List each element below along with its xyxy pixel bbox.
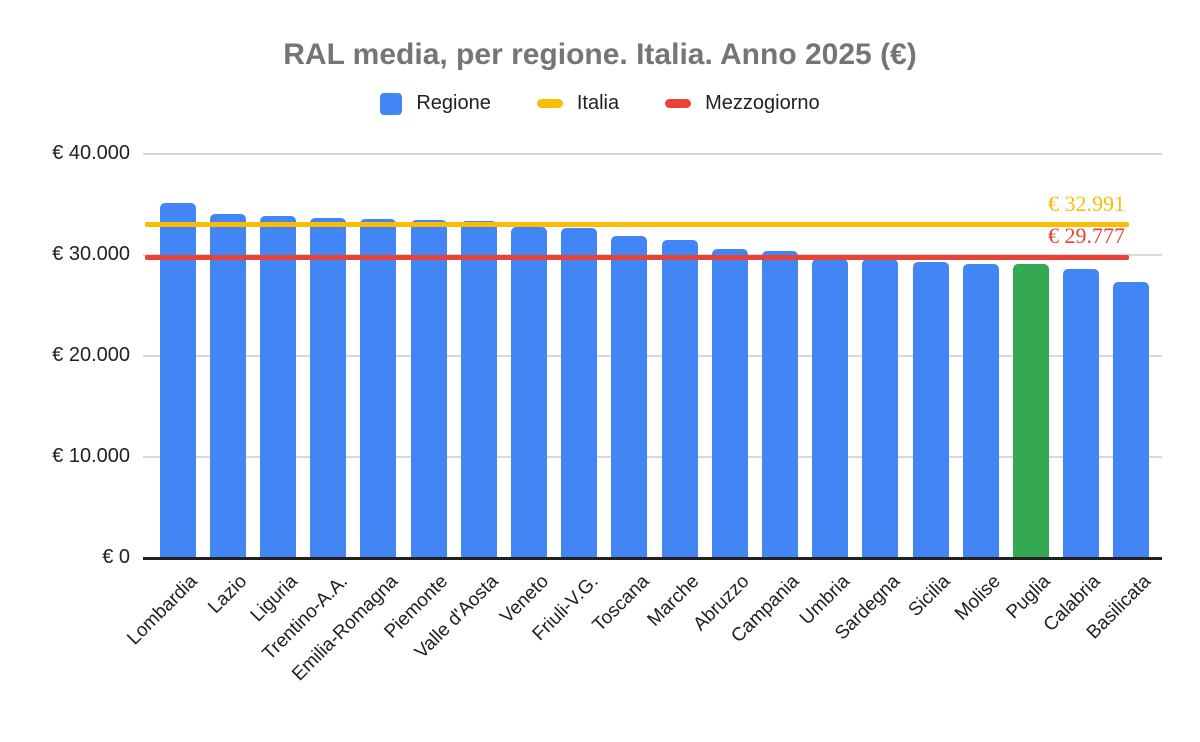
gridline-10000 xyxy=(143,456,1162,458)
reference-line-italia xyxy=(145,222,1129,228)
x-axis-label-lazio: Lazio xyxy=(204,571,252,618)
bar-liguria[interactable] xyxy=(259,215,296,558)
bar-basilicata[interactable] xyxy=(1113,282,1150,558)
x-axis-line xyxy=(143,557,1162,560)
bar-veneto[interactable] xyxy=(510,226,547,558)
legend-label-regione: Regione xyxy=(416,92,491,114)
bar-campania[interactable] xyxy=(761,251,798,558)
bar-toscana[interactable] xyxy=(611,235,648,558)
bar-swatch-icon xyxy=(380,92,403,115)
bar-sardegna[interactable] xyxy=(862,259,899,558)
bar-sicilia[interactable] xyxy=(912,261,949,558)
bar-emilia-romagna[interactable] xyxy=(360,219,397,558)
chart-title: RAL media, per regione. Italia. Anno 202… xyxy=(283,38,917,71)
bar-trentino-a-a[interactable] xyxy=(310,217,347,558)
x-axis-label-molise: Molise xyxy=(950,571,1005,625)
y-axis-tick-label: € 10.000 xyxy=(52,445,130,467)
bar-marche[interactable] xyxy=(661,239,698,558)
bar-calabria[interactable] xyxy=(1063,268,1100,558)
bar-lazio[interactable] xyxy=(209,214,246,558)
line-swatch-icon xyxy=(665,99,692,108)
y-axis-tick-label: € 20.000 xyxy=(52,344,130,366)
legend-item-regione[interactable]: Regione xyxy=(380,92,491,115)
legend-item-mezzogiorno[interactable]: Mezzogiorno xyxy=(665,92,820,115)
y-axis-tick-label: € 0 xyxy=(102,546,130,568)
bar-abruzzo[interactable] xyxy=(711,248,748,558)
bar-piemonte[interactable] xyxy=(410,219,447,558)
annotation-italia: € 32.991 xyxy=(1048,190,1125,216)
reference-line-mezzogiorno xyxy=(145,254,1129,260)
x-axis-label-sicilia: Sicilia xyxy=(904,571,955,621)
gridline-20000 xyxy=(143,355,1162,357)
x-axis-label-lombardia: Lombardia xyxy=(123,571,202,650)
annotation-mezzogiorno: € 29.777 xyxy=(1048,223,1125,249)
gridline-40000 xyxy=(143,153,1162,155)
y-axis-tick-label: € 30.000 xyxy=(52,243,130,265)
y-axis-tick-label: € 40.000 xyxy=(52,142,130,164)
legend-label-italia: Italia xyxy=(576,92,620,114)
bar-umbria[interactable] xyxy=(812,258,849,558)
bar-valle-d-aosta[interactable] xyxy=(460,221,497,558)
legend-label-mezzogiorno: Mezzogiorno xyxy=(705,92,820,114)
chart-legend: Regione Italia Mezzogiorno xyxy=(0,92,1200,115)
bar-puglia[interactable] xyxy=(1012,264,1049,558)
bar-lombardia[interactable] xyxy=(159,203,196,558)
legend-item-italia[interactable]: Italia xyxy=(536,92,620,115)
bar-molise[interactable] xyxy=(962,263,999,558)
line-swatch-icon xyxy=(536,99,563,108)
bar-friuli-v-g[interactable] xyxy=(561,228,598,558)
